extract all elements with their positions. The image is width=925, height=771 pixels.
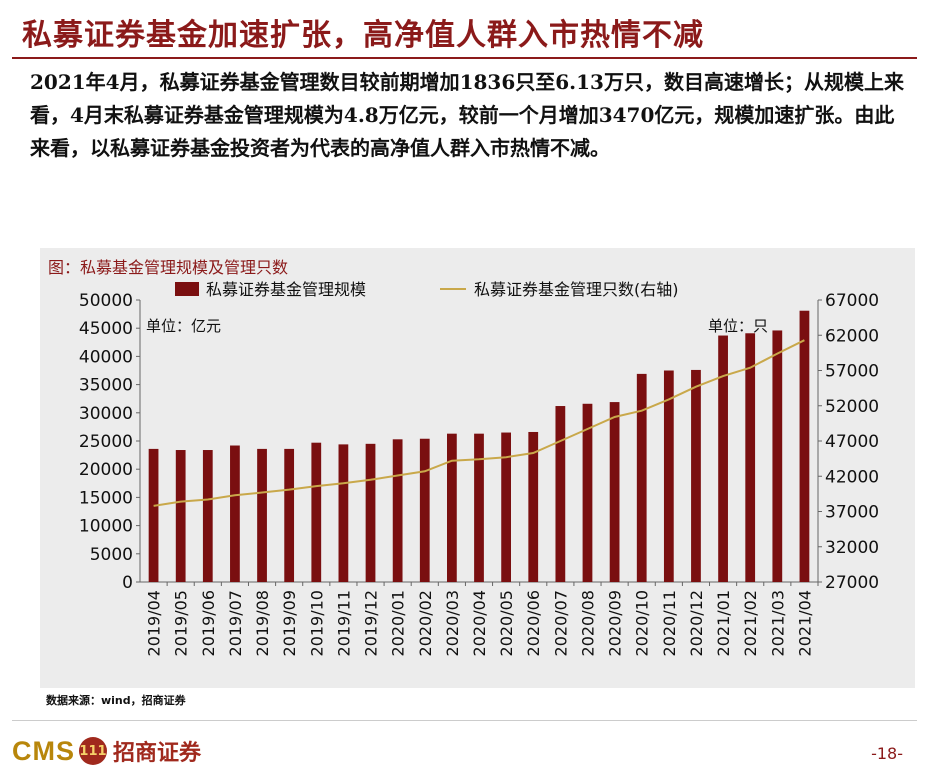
x-axis-tick-label: 2019/07 <box>226 590 245 656</box>
x-axis-tick-label: 2019/09 <box>280 590 299 656</box>
right-axis-tick-label: 47000 <box>825 432 879 452</box>
line-path <box>153 339 805 507</box>
right-axis-tick-label: 27000 <box>825 573 879 593</box>
right-axis-tick-label: 37000 <box>825 503 879 523</box>
left-axis-tick-label: 5000 <box>90 545 133 565</box>
x-axis-tick-label: 2020/04 <box>470 590 489 656</box>
bar <box>474 433 484 582</box>
x-axis-tick-label: 2021/01 <box>714 590 733 656</box>
right-axis-tick-label: 67000 <box>825 291 879 311</box>
bar <box>175 450 186 582</box>
right-axis-tick-label: 42000 <box>825 467 879 487</box>
chart-labels: 0 5000 10000 15000 20000 25000 30000 35000 40000… <box>79 280 879 656</box>
left-axis-tick-label: 10000 <box>79 517 133 537</box>
bar <box>745 333 756 582</box>
bar <box>609 402 620 582</box>
legend-label-line: 私募证券基金管理只数(右轴) <box>474 280 679 299</box>
x-axis-tick-label: 2020/07 <box>551 590 570 656</box>
bar <box>419 438 430 582</box>
bar <box>446 433 457 582</box>
left-axis-tick-label: 35000 <box>79 376 133 396</box>
footer-divider <box>12 720 917 721</box>
bar <box>799 310 810 582</box>
left-axis-tick-label: 20000 <box>79 460 133 480</box>
left-axis-unit-label: 单位：亿元 <box>146 317 221 335</box>
x-axis-tick-label: 2021/03 <box>768 590 787 656</box>
bar <box>365 443 376 582</box>
x-axis-tick-label: 2019/12 <box>362 590 381 656</box>
bar <box>555 406 566 582</box>
left-axis-tick-label: 45000 <box>79 319 133 339</box>
x-axis-tick-label: 2020/01 <box>389 590 408 656</box>
left-axis-tick-label: 15000 <box>79 488 133 508</box>
x-axis-tick-label: 2021/02 <box>741 590 760 656</box>
x-axis-tick-label: 2020/06 <box>524 590 543 656</box>
x-axis-tick-label: 2021/04 <box>795 590 814 656</box>
x-axis-tick-label: 2019/06 <box>199 590 218 656</box>
bar <box>311 442 322 582</box>
bar <box>338 444 349 582</box>
bar <box>284 448 295 582</box>
bar <box>501 432 512 582</box>
bar <box>772 330 783 582</box>
title-divider <box>12 57 917 59</box>
bar <box>582 403 593 582</box>
x-axis-tick-label: 2020/08 <box>578 590 597 656</box>
legend-swatch-bar <box>175 282 199 296</box>
x-axis-tick-label: 2019/08 <box>253 590 272 656</box>
left-axis-tick-label: 30000 <box>79 404 133 424</box>
legend-label-bar: 私募证券基金管理规模 <box>206 280 366 299</box>
x-axis-tick-label: 2020/11 <box>660 590 679 656</box>
bar <box>148 448 159 582</box>
x-axis-tick-label: 2019/11 <box>334 590 353 656</box>
bar <box>230 445 240 582</box>
right-axis-tick-label: 52000 <box>825 397 879 417</box>
x-axis-tick-label: 2019/04 <box>145 590 164 656</box>
x-axis-tick-label: 2020/03 <box>443 590 462 656</box>
x-axis-tick-label: 2019/05 <box>172 590 191 656</box>
left-axis-tick-label: 25000 <box>79 432 133 452</box>
left-axis-tick-label: 50000 <box>79 291 133 311</box>
bar <box>202 450 213 582</box>
x-axis-tick-label: 2020/10 <box>633 590 652 656</box>
right-axis-unit-label: 单位：只 <box>708 317 768 335</box>
bar <box>528 431 539 582</box>
bar-series <box>148 310 810 582</box>
bar <box>691 369 701 582</box>
logo-mark-icon: 111 <box>79 737 107 765</box>
summary-paragraph: 2021年4月，私募证券基金管理数目较前期增加1836只至6.13万只，数目高速… <box>30 70 904 160</box>
bar <box>636 373 647 582</box>
chart-caption: 图：私募基金管理规模及管理只数 <box>48 258 289 277</box>
left-axis-tick-label: 40000 <box>79 347 133 367</box>
data-source-note: 数据来源：wind，招商证券 <box>46 694 186 707</box>
line-series <box>153 339 805 507</box>
right-axis-tick-label: 62000 <box>825 326 879 346</box>
left-axis-tick-label: 0 <box>122 573 133 593</box>
bar <box>718 335 728 582</box>
bar <box>257 448 267 582</box>
x-axis-tick-label: 2020/05 <box>497 590 516 656</box>
page-number: -18- <box>871 744 903 763</box>
page-title: 私募证券基金加速扩张，高净值人群入市热情不减 <box>22 18 704 53</box>
x-axis-tick-label: 2020/02 <box>416 590 435 656</box>
bar <box>392 439 403 582</box>
company-logo: CMS 111 招商证券 <box>12 735 202 767</box>
right-axis-tick-label: 32000 <box>825 538 879 558</box>
bar <box>663 370 674 582</box>
x-axis-tick-label: 2020/09 <box>606 590 625 656</box>
right-axis-tick-label: 57000 <box>825 362 879 382</box>
logo-chinese-name: 招商证券 <box>113 740 202 766</box>
x-axis-tick-label: 2020/12 <box>687 590 706 656</box>
x-axis-tick-label: 2019/10 <box>307 590 326 656</box>
logo-text: CMS <box>12 735 75 766</box>
